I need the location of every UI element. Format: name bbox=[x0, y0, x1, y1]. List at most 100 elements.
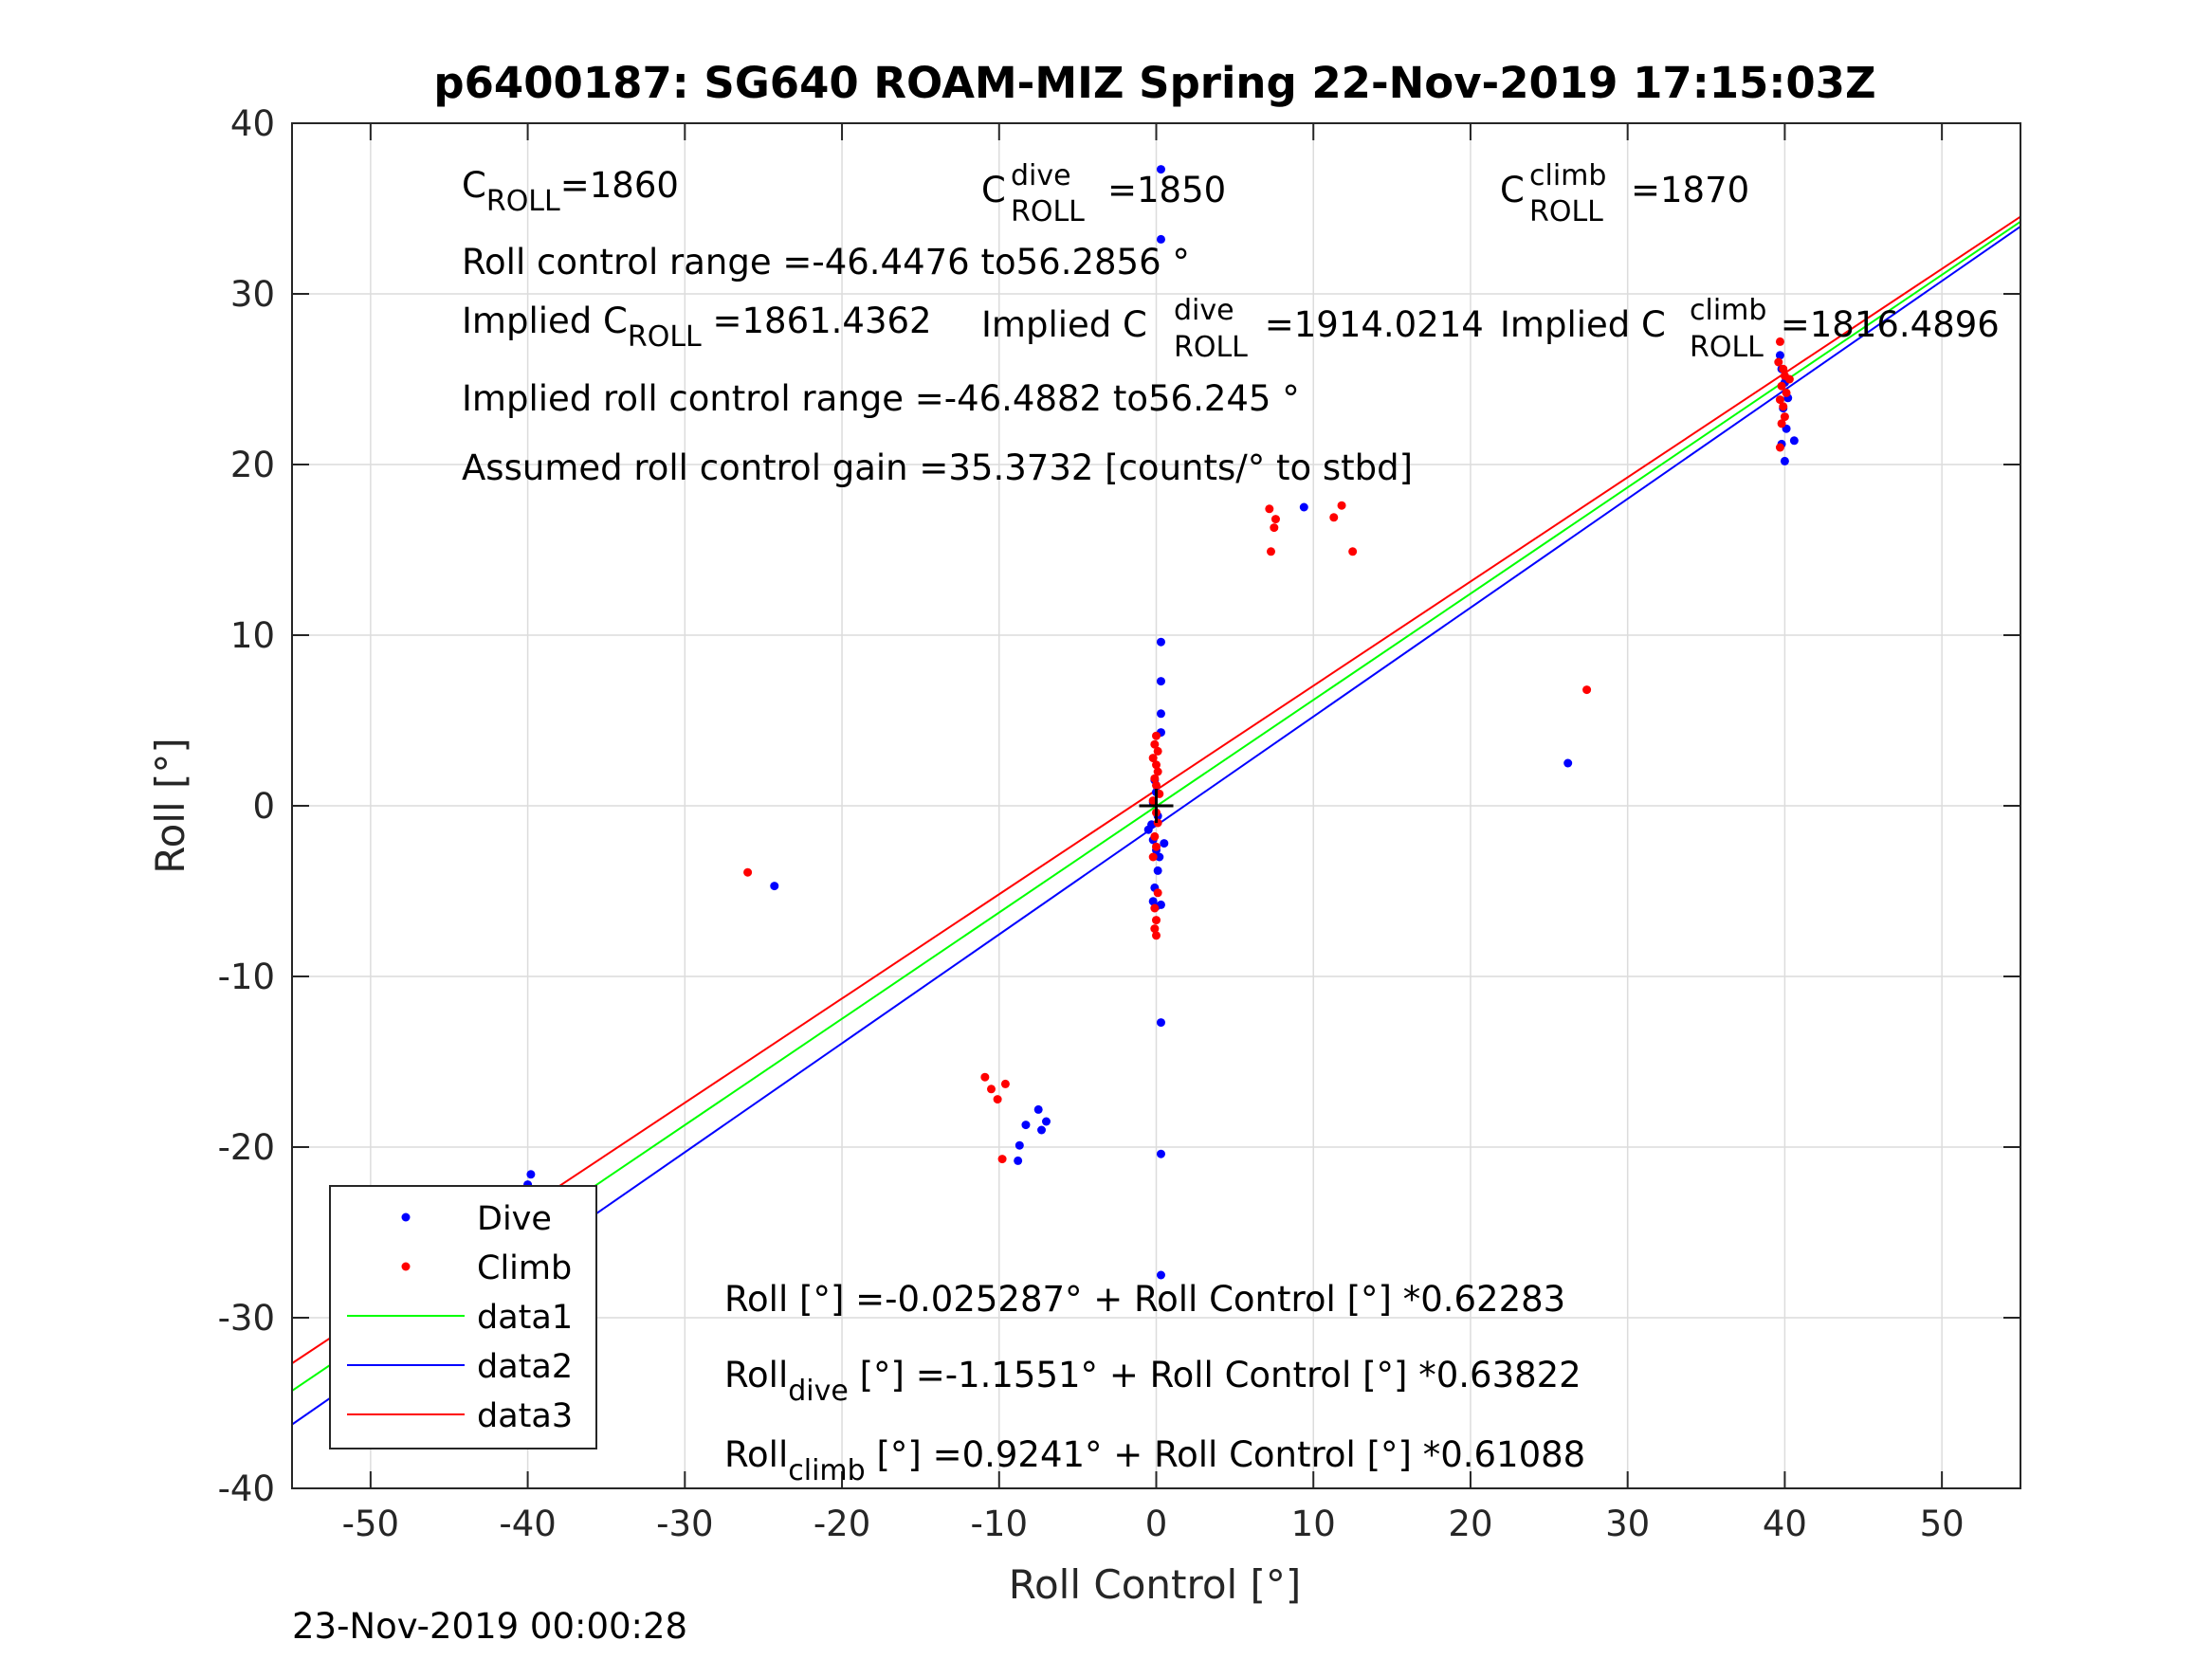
climb-point bbox=[1774, 357, 1783, 367]
climb-point bbox=[1329, 513, 1339, 522]
chart-title: p6400187: SG640 ROAM-MIZ Spring 22-Nov-2… bbox=[433, 58, 1875, 108]
dive-point bbox=[1789, 436, 1799, 446]
x-tick-label: -30 bbox=[656, 1504, 713, 1544]
climb-point bbox=[997, 1155, 1007, 1164]
climb-point bbox=[1337, 501, 1346, 510]
y-tick-label: -40 bbox=[218, 1468, 275, 1509]
legend-data1-label: data1 bbox=[477, 1299, 573, 1337]
climb-point bbox=[1270, 523, 1279, 533]
dive-point bbox=[1299, 502, 1308, 512]
roll-range-annotation: Roll control range =-46.4476 to56.2856 ° bbox=[462, 242, 1190, 283]
legend-data2-label: data2 bbox=[477, 1348, 573, 1386]
climb-point bbox=[1775, 395, 1784, 405]
climb-point bbox=[980, 1072, 990, 1082]
x-tick-label: 50 bbox=[1920, 1504, 1965, 1544]
x-tick-label: -10 bbox=[971, 1504, 1028, 1544]
x-tick-label: -40 bbox=[499, 1504, 556, 1544]
x-tick-label: 20 bbox=[1448, 1504, 1492, 1544]
x-tick-label: 30 bbox=[1605, 1504, 1650, 1544]
climb-point bbox=[993, 1095, 1002, 1104]
y-tick-label: 0 bbox=[252, 786, 275, 827]
timestamp-footer: 23-Nov-2019 00:00:28 bbox=[292, 1606, 687, 1647]
dive-point bbox=[1156, 165, 1165, 174]
climb-point bbox=[1266, 547, 1275, 556]
climb-point bbox=[1582, 685, 1592, 695]
legend-data3-label: data3 bbox=[477, 1397, 573, 1435]
y-axis-label: Roll [°] bbox=[147, 738, 193, 873]
dive-point bbox=[1156, 677, 1165, 686]
climb-point bbox=[1148, 754, 1158, 763]
climb-point bbox=[1000, 1079, 1010, 1088]
dive-point bbox=[1143, 825, 1153, 834]
fit-dive-annotation: Rolldive [°] =-1.1551° + Roll Control [°… bbox=[724, 1355, 1581, 1408]
climb-point bbox=[1153, 767, 1162, 776]
y-tick-label: 20 bbox=[230, 445, 275, 485]
climb-point bbox=[1150, 924, 1160, 934]
climb-point bbox=[1153, 888, 1162, 898]
legend-dive-marker bbox=[401, 1212, 411, 1222]
climb-point bbox=[986, 1085, 996, 1094]
climb-point bbox=[1152, 780, 1161, 790]
dive-point bbox=[1033, 1104, 1043, 1114]
y-tick-labels: -40 -30 -20 -10 0 10 20 30 40 bbox=[218, 103, 275, 1509]
x-tick-label: -50 bbox=[342, 1504, 399, 1544]
y-tick-label: 10 bbox=[230, 615, 275, 656]
x-tick-label: 0 bbox=[1145, 1504, 1168, 1544]
dive-point bbox=[1014, 1156, 1023, 1165]
legend-climb-label: Climb bbox=[477, 1249, 572, 1287]
x-tick-label: -20 bbox=[814, 1504, 870, 1544]
dive-point bbox=[1563, 758, 1573, 768]
c-roll-annotation: CROLL=1860 bbox=[462, 165, 679, 218]
climb-point bbox=[1152, 760, 1161, 770]
x-tick-label: 10 bbox=[1291, 1504, 1336, 1544]
climb-point bbox=[1150, 739, 1160, 749]
fit-all-annotation: Roll [°] =-0.025287° + Roll Control [°] … bbox=[724, 1279, 1565, 1320]
climb-point bbox=[1152, 731, 1161, 740]
center-marker bbox=[1139, 789, 1174, 823]
dive-point bbox=[1156, 234, 1165, 244]
dive-point bbox=[1780, 456, 1789, 465]
y-tick-label: -30 bbox=[218, 1298, 275, 1339]
dive-point bbox=[1021, 1121, 1031, 1130]
climb-point bbox=[1775, 337, 1784, 346]
climb-point bbox=[1777, 419, 1786, 428]
dive-point bbox=[1156, 1149, 1165, 1158]
gain-annotation: Assumed roll control gain =35.3732 [coun… bbox=[462, 447, 1413, 488]
climb-point bbox=[1779, 364, 1788, 374]
climb-point bbox=[1150, 831, 1160, 841]
dive-point bbox=[1041, 1117, 1051, 1126]
dive-point bbox=[526, 1170, 536, 1179]
dive-point bbox=[770, 882, 779, 891]
legend-dive-label: Dive bbox=[477, 1200, 552, 1238]
climb-point bbox=[1271, 515, 1280, 524]
dive-point bbox=[1160, 839, 1169, 848]
y-tick-label: -20 bbox=[218, 1127, 275, 1168]
climb-point bbox=[1152, 931, 1161, 940]
climb-point bbox=[1152, 916, 1161, 925]
dive-point bbox=[1156, 900, 1165, 909]
climb-point bbox=[1265, 504, 1274, 514]
climb-point bbox=[1150, 903, 1160, 913]
y-tick-label: 30 bbox=[230, 274, 275, 315]
climb-point bbox=[1348, 547, 1358, 556]
legend-box bbox=[329, 1185, 597, 1449]
climb-point bbox=[1779, 402, 1788, 411]
ticks bbox=[292, 122, 2020, 1489]
climb-point bbox=[743, 867, 753, 877]
legend: Dive Climb data1 data2 data3 bbox=[329, 1185, 597, 1449]
climb-point bbox=[1152, 842, 1161, 851]
x-axis-label: Roll Control [°] bbox=[1009, 1561, 1302, 1608]
climb-point bbox=[1775, 443, 1784, 452]
implied-range-annotation: Implied roll control range =-46.4882 to5… bbox=[462, 378, 1300, 419]
dive-point bbox=[1156, 1270, 1165, 1280]
y-tick-label: 40 bbox=[230, 103, 275, 144]
x-tick-label: 40 bbox=[1763, 1504, 1807, 1544]
dive-point bbox=[1156, 637, 1165, 647]
climb-point bbox=[1782, 388, 1791, 397]
climb-point bbox=[1784, 374, 1794, 384]
climb-point bbox=[1153, 746, 1162, 756]
